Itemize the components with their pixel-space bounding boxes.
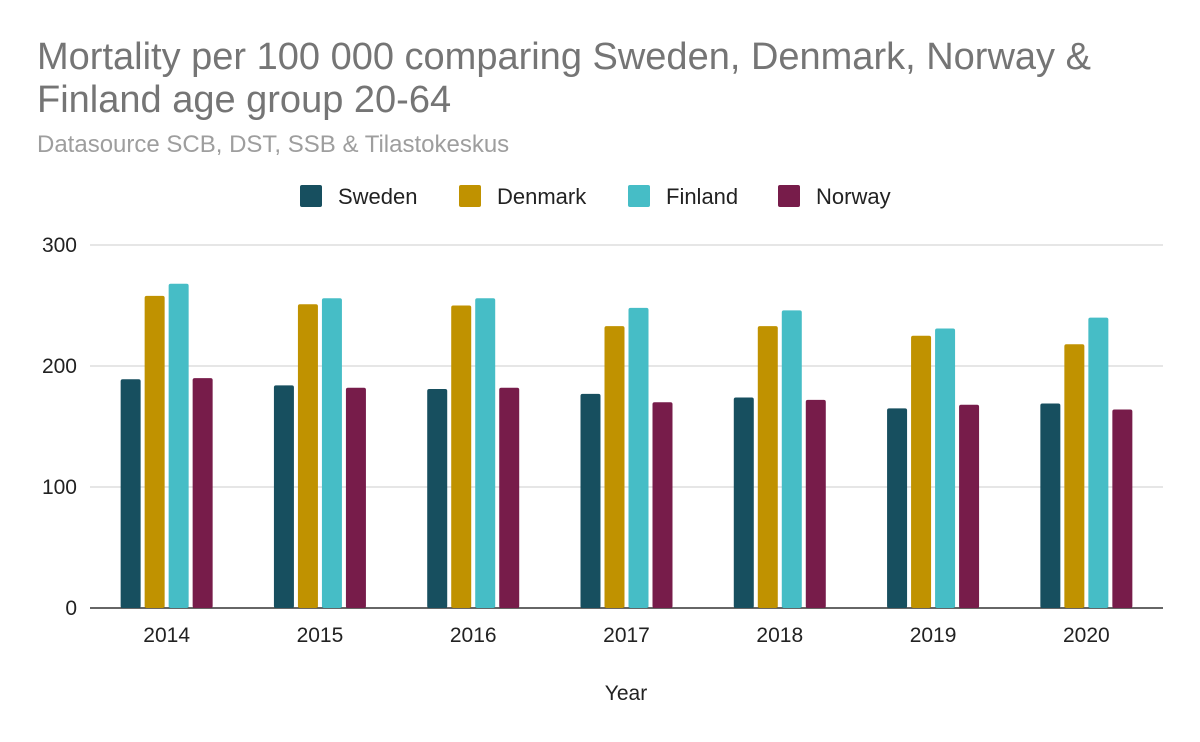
x-axis-title: Year	[605, 682, 647, 705]
bar-denmark-2019	[911, 335, 932, 608]
legend-label-denmark: Denmark	[497, 184, 587, 209]
x-tick-label: 2015	[297, 624, 344, 647]
bar-norway-2019	[959, 404, 980, 608]
legend-label-sweden: Sweden	[338, 184, 418, 209]
bar-finland-2017	[628, 307, 649, 608]
bar-finland-2016	[475, 298, 496, 608]
x-axis-ticks: 2014 2015 2016 2017 2018 2019 2020	[143, 624, 1109, 647]
x-tick-label: 2019	[910, 624, 957, 647]
bar-finland-2020	[1088, 317, 1109, 608]
bar-norway-2020	[1112, 409, 1133, 608]
gridlines	[90, 244, 1163, 609]
legend: Sweden Denmark Finland Norway	[300, 184, 891, 209]
legend-label-norway: Norway	[816, 184, 891, 209]
bar-sweden-2017	[580, 393, 601, 608]
y-tick-label: 0	[65, 597, 77, 620]
bar-finland-2018	[781, 310, 802, 608]
y-tick-label: 300	[42, 234, 77, 257]
bar-finland-2014	[168, 283, 189, 608]
bar-norway-2014	[192, 378, 213, 608]
legend-swatch-denmark	[459, 185, 481, 207]
x-tick-label: 2018	[756, 624, 803, 647]
y-tick-label: 200	[42, 355, 77, 378]
legend-swatch-sweden	[300, 185, 322, 207]
bar-denmark-2020	[1064, 344, 1085, 608]
legend-swatch-norway	[778, 185, 800, 207]
bar-norway-2018	[805, 399, 826, 608]
bar-sweden-2016	[427, 388, 448, 608]
x-tick-label: 2017	[603, 624, 650, 647]
legend-label-finland: Finland	[666, 184, 738, 209]
x-tick-label: 2016	[450, 624, 497, 647]
bar-denmark-2015	[297, 304, 318, 608]
bar-norway-2016	[499, 387, 520, 608]
bar-denmark-2018	[757, 326, 778, 608]
x-tick-label: 2020	[1063, 624, 1110, 647]
y-axis-ticks: 0 100 200 300	[42, 234, 77, 620]
chart-title: Mortality per 100 000 comparing Sweden, …	[37, 36, 1091, 121]
bar-denmark-2014	[144, 295, 165, 608]
bar-denmark-2017	[604, 326, 625, 608]
bar-sweden-2018	[733, 397, 754, 608]
bars	[120, 283, 1133, 608]
y-tick-label: 100	[42, 476, 77, 499]
legend-swatch-finland	[628, 185, 650, 207]
bar-sweden-2019	[887, 408, 908, 608]
x-tick-label: 2014	[143, 624, 190, 647]
bar-finland-2019	[935, 328, 956, 608]
bar-sweden-2020	[1040, 403, 1061, 608]
bar-norway-2017	[652, 402, 673, 608]
chart-subtitle: Datasource SCB, DST, SSB & Tilastokeskus	[37, 131, 510, 158]
bar-norway-2015	[345, 387, 366, 608]
bar-denmark-2016	[451, 305, 472, 608]
bar-sweden-2014	[120, 379, 141, 608]
bar-finland-2015	[321, 298, 342, 608]
bar-sweden-2015	[273, 385, 294, 608]
